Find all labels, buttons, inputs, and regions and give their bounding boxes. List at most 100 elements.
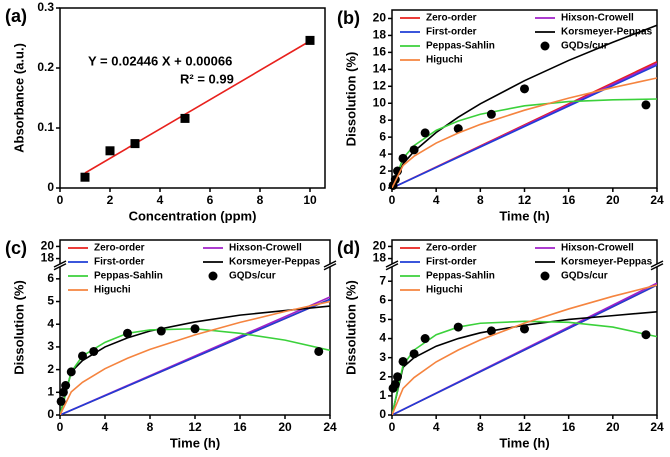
x-tick-label: 24 <box>323 420 337 434</box>
x-tick-label: 4 <box>102 420 109 434</box>
axis-break-mark <box>385 260 399 268</box>
y-tick-label: 7 <box>379 273 386 287</box>
y-tick-label: 18 <box>373 28 387 42</box>
annotation: Y = 0.02446 X + 0.00066 <box>88 53 232 68</box>
model-line <box>60 298 330 415</box>
axis-break-gap <box>390 264 394 267</box>
panel-label: (b) <box>337 8 360 28</box>
x-axis-title: Time (h) <box>499 208 549 223</box>
model-line <box>392 284 657 415</box>
data-point <box>398 153 408 163</box>
x-tick-label: 8 <box>477 193 484 207</box>
data-point <box>520 84 529 94</box>
model-line <box>84 40 311 174</box>
model-line <box>392 98 657 188</box>
model-line <box>392 77 657 188</box>
legend-label: Zero-order <box>426 243 477 254</box>
axis-break-mark <box>323 263 337 271</box>
x-tick-label: 4 <box>157 193 164 207</box>
y-axis-title: Dissolution (%) <box>11 280 26 375</box>
y-tick-label: 3 <box>47 339 54 353</box>
x-tick-label: 0 <box>389 420 396 434</box>
data-point <box>420 128 430 138</box>
data-point <box>390 379 400 389</box>
data-point <box>66 367 76 377</box>
x-tick-label: 12 <box>188 420 202 434</box>
y-tick-label: 20 <box>373 239 387 253</box>
y-tick-label: 4 <box>379 146 386 160</box>
axis-break-gap <box>328 264 332 267</box>
y-tick-label: 18 <box>373 251 387 265</box>
model-line <box>60 305 330 415</box>
legend-label: Higuchi <box>94 285 131 296</box>
y-tick-label: 20 <box>41 239 55 253</box>
data-point <box>641 330 651 340</box>
legend-label: Zero-order <box>94 243 145 254</box>
legend-label: Higuchi <box>426 55 463 66</box>
data-point <box>486 109 496 119</box>
x-tick-label: 2 <box>107 193 114 207</box>
legend-label: Hixson-Crowell <box>229 243 302 254</box>
data-point <box>453 322 463 332</box>
y-tick-label: 4 <box>379 331 386 345</box>
y-tick-label: 0.3 <box>37 0 54 14</box>
x-tick-label: 10 <box>303 193 317 207</box>
y-tick-label: 0.2 <box>37 60 54 74</box>
data-point <box>453 124 463 134</box>
legend-swatch <box>208 271 218 281</box>
data-point <box>305 35 315 45</box>
legend-label: Korsmeyer-Peppas <box>229 257 321 268</box>
x-axis-title: Time (h) <box>499 435 549 450</box>
y-tick-label: 1 <box>379 388 386 402</box>
y-tick-label: 3 <box>379 350 386 364</box>
data-point <box>123 328 132 338</box>
model-line <box>392 310 657 415</box>
x-tick-label: 20 <box>278 420 292 434</box>
legend-label: GQDs/cur <box>561 41 608 52</box>
y-axis-title: Absorbance (a.u.) <box>11 43 26 153</box>
x-axis-title: Concentration (ppm) <box>129 208 257 223</box>
y-tick-label: 0 <box>47 180 54 194</box>
data-point <box>314 346 324 356</box>
panel: 0 2 4 6 8 10 0 0.1 0.2 0.3 Concentration (ppm) Abso… <box>5 0 326 223</box>
data-point <box>641 100 651 110</box>
x-tick-label: 8 <box>477 420 484 434</box>
model-line <box>392 320 657 415</box>
x-tick-label: 16 <box>562 420 576 434</box>
legend-label: Zero-order <box>426 13 477 24</box>
data-point <box>56 396 66 406</box>
x-tick-label: 16 <box>233 420 247 434</box>
x-tick-label: 24 <box>650 420 664 434</box>
data-point <box>409 349 419 359</box>
y-tick-label: 8 <box>379 112 386 126</box>
legend-label: First-order <box>426 257 477 268</box>
data-point <box>105 146 115 156</box>
legend-label: First-order <box>426 27 477 38</box>
axis-break-gap <box>655 264 659 267</box>
data-point <box>393 372 403 382</box>
plot-frame <box>59 7 326 189</box>
y-tick-label: 0 <box>379 180 386 194</box>
x-tick-label: 6 <box>207 193 214 207</box>
axis-break-mark <box>323 260 337 268</box>
model-line <box>392 24 657 188</box>
x-tick-label: 8 <box>257 193 264 207</box>
y-tick-label: 20 <box>373 11 387 25</box>
data-point <box>486 326 496 336</box>
x-tick-label: 12 <box>518 193 532 207</box>
legend-label: Peppas-Sahlin <box>94 271 163 282</box>
legend-label: Korsmeyer-Peppas <box>561 27 653 38</box>
y-tick-label: 10 <box>373 95 387 109</box>
y-tick-label: 2 <box>379 369 386 383</box>
model-line <box>60 300 330 415</box>
x-tick-label: 12 <box>518 420 532 434</box>
data-point <box>398 356 408 366</box>
x-tick-label: 8 <box>147 420 154 434</box>
x-axis-title: Time (h) <box>170 435 220 450</box>
axis-break-gap <box>58 264 62 267</box>
y-tick-label: 14 <box>373 62 387 76</box>
legend-label: GQDs/cur <box>229 271 276 282</box>
model-line <box>392 284 657 415</box>
